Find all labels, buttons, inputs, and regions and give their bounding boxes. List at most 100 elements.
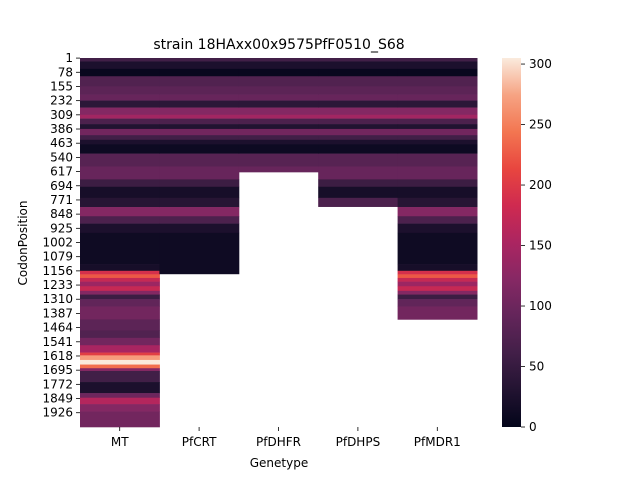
heatmap-cell <box>318 100 399 108</box>
heatmap-cell <box>159 179 240 188</box>
heatmap-cell <box>80 124 160 130</box>
heatmap-cell <box>159 94 240 101</box>
x-tick-label: PfDHPS <box>336 435 381 449</box>
y-axis: 1781552323093864635406176947718489251002… <box>42 51 80 420</box>
heatmap-cell <box>159 223 240 234</box>
y-tick-label: 309 <box>50 108 73 122</box>
heatmap-cell <box>80 232 160 265</box>
heatmap-cell <box>238 61 319 70</box>
x-axis: MT PfCRT PfDHFR PfDHPS PfMDR1 <box>111 427 461 449</box>
heatmap-cell <box>318 118 399 125</box>
heatmap-cell <box>159 118 240 125</box>
y-tick-label: 1002 <box>42 236 73 250</box>
heatmap-cell <box>159 76 240 87</box>
heatmap-cell <box>159 107 240 116</box>
heatmap-cell <box>80 144 160 154</box>
heatmap-cell <box>238 94 319 101</box>
heatmap-cell <box>159 58 240 62</box>
heatmap-cell <box>80 382 160 394</box>
heatmap-cell <box>80 135 160 141</box>
heatmap-cell <box>318 128 399 136</box>
y-tick-label: 617 <box>50 165 73 179</box>
heatmap-cell <box>318 135 399 141</box>
heatmap-cell <box>159 166 240 180</box>
heatmap-cell <box>397 76 478 87</box>
heatmap-cell <box>318 139 399 145</box>
heatmap-cell <box>318 124 399 130</box>
heatmap-cell <box>318 58 399 62</box>
heatmap-cell <box>397 128 478 136</box>
heatmap-cell <box>397 153 478 167</box>
colorbar-tick-label: 250 <box>529 118 552 132</box>
heatmap-cell <box>397 118 478 125</box>
heatmap-cell <box>397 223 478 234</box>
heatmap-cell <box>80 139 160 145</box>
heatmap-cell <box>80 216 160 224</box>
heatmap-cell <box>238 76 319 87</box>
heatmap-cell <box>397 139 478 145</box>
heatmap-cell <box>80 306 160 320</box>
y-tick-label: 1695 <box>42 363 73 377</box>
heatmap-cell <box>397 58 478 62</box>
heatmap-cell <box>80 76 160 87</box>
y-tick-label: 1849 <box>42 392 73 406</box>
heatmap-cell <box>397 277 478 282</box>
y-tick-label: 1618 <box>42 349 73 363</box>
heatmap-cell <box>159 197 240 208</box>
y-tick-label: 848 <box>50 207 73 221</box>
heatmap-cell <box>238 144 319 154</box>
heatmap-cell <box>80 337 160 346</box>
heatmap-cell <box>159 68 240 77</box>
y-tick-label: 1387 <box>42 306 73 320</box>
y-tick-label: 1 <box>65 51 73 65</box>
heatmap-cell <box>397 107 478 116</box>
heatmap-cell <box>318 179 399 188</box>
heatmap-cell <box>80 352 160 356</box>
heatmap-cell <box>80 118 160 125</box>
colorbar-tick-label: 50 <box>529 360 544 374</box>
colorbar-tick-label: 0 <box>529 420 537 434</box>
heatmap-cell <box>397 68 478 77</box>
heatmap-cell <box>397 286 478 292</box>
heatmap-cell <box>80 393 160 399</box>
heatmap-cell <box>80 100 160 108</box>
heatmap-cell <box>238 135 319 141</box>
heatmap-cell <box>318 107 399 116</box>
heatmap-cell <box>397 114 478 119</box>
heatmap-cell <box>159 61 240 70</box>
colorbar-tick-label: 100 <box>529 299 552 313</box>
heatmap-cell <box>159 124 240 130</box>
heatmap-cell <box>318 114 399 119</box>
heatmap-cell <box>397 232 478 265</box>
heatmap-cell <box>159 153 240 167</box>
y-tick-label: 78 <box>58 65 73 79</box>
heatmap-cell <box>80 299 160 307</box>
heatmap-cell <box>397 135 478 141</box>
heatmap-cell <box>159 114 240 119</box>
heatmap-cell <box>80 207 160 217</box>
heatmap-cell <box>80 286 160 292</box>
heatmap-cell <box>318 197 399 207</box>
y-tick-label: 1464 <box>42 321 73 335</box>
heatmap-cell <box>80 294 160 300</box>
heatmap-cell <box>397 274 478 279</box>
heatmap-cell <box>80 197 160 208</box>
colorbar-gradient <box>502 58 521 427</box>
heatmap-cell <box>318 94 399 101</box>
heatmap-cell <box>238 68 319 77</box>
heatmap-cell <box>159 100 240 108</box>
heatmap-cell <box>159 186 240 199</box>
heatmap-cell <box>80 68 160 77</box>
y-tick-label: 1541 <box>42 335 73 349</box>
heatmap-cell <box>80 370 160 383</box>
heatmap-cell <box>159 144 240 154</box>
y-tick-label: 1926 <box>42 406 73 420</box>
heatmap-cell <box>318 76 399 87</box>
heatmap-cell <box>80 94 160 101</box>
y-tick-label: 925 <box>50 221 73 235</box>
heatmap-cell <box>318 153 399 167</box>
heatmap-cell <box>318 61 399 70</box>
heatmap-cell <box>397 281 478 287</box>
